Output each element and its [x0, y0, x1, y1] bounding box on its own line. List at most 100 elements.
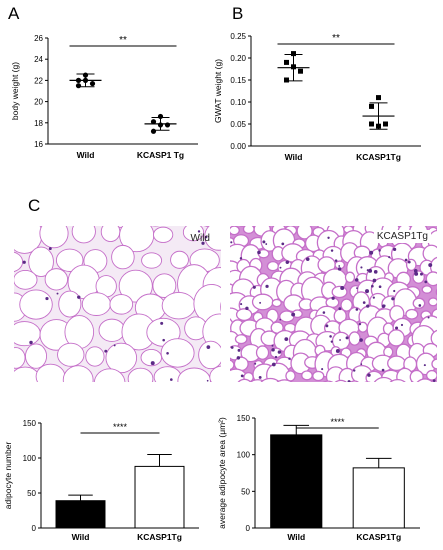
data-point [376, 123, 381, 129]
y-axis-label: average adipocyte area (μm²) [217, 417, 227, 529]
nucleus [378, 249, 381, 252]
bar [352, 467, 405, 529]
nucleus [383, 304, 386, 307]
nucleus [236, 356, 241, 360]
nucleus [330, 249, 334, 252]
nucleus [285, 260, 290, 265]
data-point [369, 103, 374, 109]
nucleus [284, 337, 289, 341]
nucleus [356, 287, 358, 290]
adipocyte [105, 342, 138, 374]
y-tick-label: 26 [34, 34, 43, 43]
adipocyte [237, 378, 252, 382]
adipocyte [93, 368, 126, 382]
nucleus [359, 338, 363, 342]
nucleus [369, 250, 374, 255]
panel-label-a: A [8, 4, 20, 23]
nucleus [368, 268, 373, 273]
adipocyte [71, 226, 96, 244]
nucleus [338, 265, 341, 267]
nucleus [372, 278, 377, 283]
adipocyte [58, 290, 82, 318]
adipocyte [55, 248, 84, 272]
nucleus [353, 369, 356, 372]
adipocyte [25, 343, 48, 369]
y-axis-label: adipocyte number [3, 442, 13, 510]
y-tick-label: 150 [237, 414, 251, 423]
data-point [291, 64, 296, 70]
adipocyte [430, 329, 437, 347]
nucleus [325, 324, 329, 328]
nucleus [378, 285, 382, 289]
x-tick-label: KCASP1Tg [137, 532, 182, 542]
adipocyte [100, 226, 121, 242]
adipocyte [349, 380, 359, 382]
nucleus [329, 335, 332, 338]
nucleus [150, 361, 155, 366]
body-weight-chart: 16 18 20 22 24 26 body weight (g) Wild KCASP1 Tg… [10, 34, 198, 160]
data-point [89, 80, 96, 87]
nucleus [279, 318, 282, 321]
nucleus [291, 312, 296, 317]
nucleus [258, 375, 262, 379]
y-tick-label: 100 [237, 451, 251, 460]
adipocyte [230, 226, 240, 236]
nucleus [104, 349, 108, 353]
data-point [75, 83, 82, 89]
nucleus [413, 269, 418, 273]
nucleus [404, 258, 408, 262]
adipocyte [141, 252, 163, 269]
adipocyte [28, 246, 54, 277]
adipocyte [425, 369, 437, 381]
bar [134, 465, 185, 529]
data-point [369, 121, 374, 127]
data-point [164, 122, 171, 128]
adipocyte [405, 258, 417, 272]
adipocyte [14, 269, 38, 290]
nucleus [257, 250, 261, 255]
data-point [298, 68, 303, 74]
nucleus [113, 344, 116, 347]
y-tick-label: 50 [241, 487, 250, 496]
data-point [284, 59, 289, 65]
nucleus [428, 263, 433, 268]
nucleus [427, 316, 430, 319]
adipocyte [14, 251, 24, 273]
adipocyte-area-chart: 0 50 100 150 average adipocyte area (μm²) Wil… [217, 414, 420, 542]
adipocyte [431, 358, 437, 370]
y-tick-label: 0.10 [230, 98, 246, 107]
y-tick-label: 20 [34, 98, 43, 107]
nucleus [170, 378, 173, 381]
y-tick-label: 0.20 [230, 54, 246, 63]
y-tick-label: 50 [27, 489, 36, 498]
nucleus [358, 322, 362, 326]
y-tick-label: 22 [34, 76, 43, 85]
x-tick-label: KCASP1 Tg [137, 150, 184, 160]
nucleus [259, 301, 262, 304]
adipocyte [421, 285, 433, 294]
nucleus [45, 296, 49, 301]
adipocyte [344, 271, 356, 284]
nucleus [274, 355, 278, 359]
nucleus [201, 241, 205, 245]
adipocyte [348, 331, 361, 346]
nucleus [265, 284, 269, 288]
adipocyte [276, 379, 293, 382]
nucleus [230, 241, 233, 244]
adipocyte [14, 347, 26, 369]
nucleus [347, 380, 351, 382]
panel-label-c: C [28, 196, 41, 215]
adipocyte [416, 378, 434, 382]
histology-image-kcasp1tg: KCASP1Tg [230, 226, 437, 382]
nucleus [362, 301, 366, 304]
data-point [157, 113, 164, 120]
nucleus [327, 236, 330, 239]
adipocyte [14, 321, 41, 347]
nucleus [206, 345, 211, 349]
nucleus [160, 321, 164, 325]
adipocyte [152, 273, 177, 298]
significance-label: ** [332, 33, 340, 44]
adipocyte [334, 379, 347, 382]
adipocyte [279, 310, 295, 323]
data-point [383, 121, 388, 127]
